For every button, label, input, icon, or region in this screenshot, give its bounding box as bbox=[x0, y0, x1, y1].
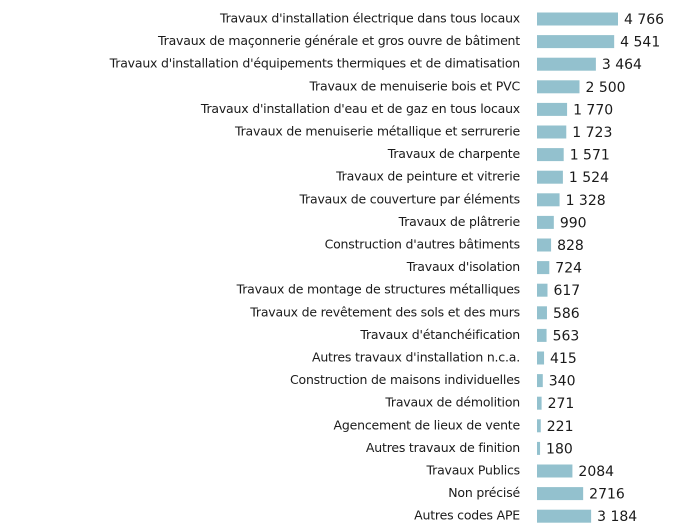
value-label: 586 bbox=[553, 306, 580, 322]
bar bbox=[537, 57, 596, 71]
category-label: Autres codes APE bbox=[414, 508, 520, 523]
bar bbox=[537, 396, 542, 410]
value-label: 1 770 bbox=[573, 102, 613, 118]
category-label: Travaux de plâtrerie bbox=[398, 214, 521, 229]
value-label: 1 723 bbox=[572, 125, 612, 141]
bar bbox=[537, 125, 567, 139]
bar bbox=[537, 441, 541, 455]
bar bbox=[537, 509, 592, 523]
bar bbox=[537, 102, 568, 116]
value-label: 3 184 bbox=[597, 509, 637, 524]
bar bbox=[537, 464, 573, 478]
bar bbox=[537, 306, 547, 320]
bar bbox=[537, 35, 615, 49]
bar bbox=[537, 261, 550, 275]
bar bbox=[537, 170, 563, 184]
bar bbox=[537, 215, 554, 229]
bar bbox=[537, 419, 541, 433]
value-label: 415 bbox=[550, 351, 577, 367]
bar bbox=[537, 193, 560, 207]
bar bbox=[537, 12, 618, 26]
bar bbox=[537, 80, 580, 94]
category-label: Autres travaux d'installation n.c.a. bbox=[312, 350, 520, 365]
category-label: Travaux d'installation d'eau et de gaz e… bbox=[200, 101, 520, 116]
value-label: 4 541 bbox=[620, 35, 660, 51]
category-label: Construction d'autres bâtiments bbox=[325, 237, 520, 252]
value-label: 1 571 bbox=[570, 148, 610, 164]
category-label: Travaux de couverture par éléments bbox=[298, 191, 520, 206]
bar bbox=[537, 148, 564, 162]
category-label: Travaux de démolition bbox=[384, 395, 520, 410]
value-label: 4 766 bbox=[624, 12, 664, 28]
value-label: 724 bbox=[555, 261, 582, 277]
category-label: Travaux d'isolation bbox=[406, 259, 520, 274]
category-label: Construction de maisons individuelles bbox=[290, 372, 520, 387]
value-label: 990 bbox=[560, 215, 587, 231]
value-label: 1 524 bbox=[569, 170, 609, 186]
value-label: 2084 bbox=[578, 464, 614, 480]
category-label: Non précisé bbox=[448, 485, 520, 500]
value-label: 2716 bbox=[589, 487, 625, 503]
bar bbox=[537, 238, 552, 252]
category-label: Travaux d'installation d'équipements the… bbox=[109, 56, 520, 71]
value-label: 340 bbox=[549, 374, 576, 390]
value-label: 828 bbox=[557, 238, 584, 254]
value-label: 221 bbox=[547, 419, 574, 435]
category-label: Travaux de peinture et vitrerie bbox=[335, 169, 520, 184]
value-label: 2 500 bbox=[585, 80, 625, 96]
category-label: Travaux de revêtement des sols et des mu… bbox=[249, 304, 520, 319]
value-label: 180 bbox=[546, 441, 573, 457]
category-label: Travaux de charpente bbox=[387, 146, 521, 161]
category-label: Travaux de montage de structures métalli… bbox=[236, 282, 520, 297]
category-label: Travaux d'installation électrique dans t… bbox=[219, 11, 520, 26]
category-label: Travaux de menuiserie bois et PVC bbox=[308, 78, 520, 93]
bar bbox=[537, 283, 548, 297]
category-label: Agencement de lieux de vente bbox=[334, 417, 521, 432]
value-label: 563 bbox=[553, 328, 580, 344]
bar bbox=[537, 487, 584, 501]
category-label: Travaux d'étanchéification bbox=[359, 327, 520, 342]
value-label: 617 bbox=[553, 283, 580, 299]
bar bbox=[537, 328, 547, 342]
value-label: 3 464 bbox=[602, 57, 642, 73]
category-label: Autres travaux de finition bbox=[366, 440, 520, 455]
bar bbox=[537, 351, 545, 365]
value-label: 271 bbox=[548, 396, 575, 412]
bar bbox=[537, 374, 543, 388]
category-label: Travaux de maçonnerie générale et gros o… bbox=[157, 33, 520, 48]
category-label: Travaux de menuiserie métallique et serr… bbox=[234, 124, 520, 139]
category-label: Travaux Publics bbox=[426, 463, 520, 478]
value-label: 1 328 bbox=[566, 193, 606, 209]
